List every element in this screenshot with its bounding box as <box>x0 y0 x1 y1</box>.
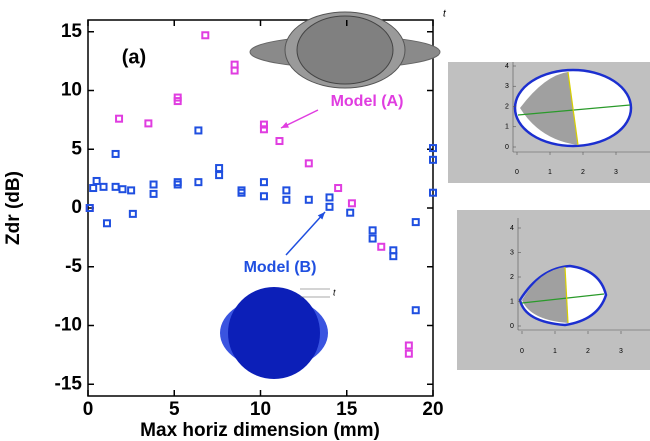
data-point <box>237 188 246 197</box>
data-point <box>259 125 268 134</box>
data-point <box>304 195 313 204</box>
data-point <box>334 184 343 193</box>
data-point <box>149 189 158 198</box>
data-point <box>149 180 158 189</box>
data-point <box>411 218 420 227</box>
y-tick-label: -15 <box>55 373 83 394</box>
thickness-label: t <box>443 9 447 20</box>
y-tick-label: 2 <box>505 103 509 110</box>
data-point <box>173 97 182 106</box>
data-point <box>429 155 437 164</box>
data-point <box>346 208 355 217</box>
x-tick-label: 1 <box>548 169 552 176</box>
y-tick-label: -10 <box>55 315 82 336</box>
data-point <box>111 182 120 191</box>
data-point <box>377 242 386 251</box>
data-point <box>128 209 137 218</box>
data-point <box>304 159 313 168</box>
y-tick-label: 0 <box>510 323 514 330</box>
y-tick-label: 3 <box>505 83 509 90</box>
data-point <box>194 126 203 135</box>
y-tick-label: 0 <box>71 197 82 218</box>
y-tick-label: 3 <box>510 249 514 256</box>
data-point <box>99 182 108 191</box>
y-tick-label: 4 <box>510 225 514 232</box>
x-tick-label: 10 <box>250 399 271 420</box>
shape-a-illustration <box>249 11 441 89</box>
data-point <box>368 226 377 235</box>
x-axis-label: Max horiz dimension (mm) <box>140 420 380 441</box>
x-tick-label: 3 <box>614 169 618 176</box>
data-point <box>259 120 268 129</box>
data-point <box>102 219 111 228</box>
legend-label: Model (A) <box>331 93 404 110</box>
x-tick-label: 15 <box>336 399 358 420</box>
arrow-head <box>317 212 325 220</box>
data-point <box>347 199 356 208</box>
y-tick-label: 1 <box>510 298 514 305</box>
x-tick-label: 2 <box>586 348 590 355</box>
data-point <box>404 341 413 350</box>
data-point <box>89 184 98 193</box>
inset-bottom <box>457 210 650 370</box>
data-point <box>429 144 437 153</box>
data-point <box>118 185 127 194</box>
y-tick-label: -5 <box>65 256 82 277</box>
data-point <box>230 66 239 75</box>
data-point <box>325 193 334 202</box>
y-tick-label: 4 <box>505 63 509 70</box>
inset-top <box>448 62 650 183</box>
data-point <box>173 180 182 189</box>
y-tick-label: 15 <box>61 21 83 42</box>
x-tick-label: 5 <box>169 399 180 420</box>
y-tick-label: 10 <box>61 80 82 101</box>
data-point <box>201 31 210 40</box>
x-tick-label: 0 <box>83 399 94 420</box>
thickness-label: t <box>333 287 336 297</box>
y-tick-label: 2 <box>510 274 514 281</box>
legend-label: Model (B) <box>244 259 317 276</box>
shape-b-illustration <box>220 287 330 379</box>
data-point <box>92 176 101 185</box>
x-tick-label: 2 <box>581 169 585 176</box>
x-tick-label: 0 <box>520 348 524 355</box>
data-point <box>85 204 94 212</box>
data-point <box>215 171 224 180</box>
data-point <box>127 186 136 195</box>
data-point <box>259 192 268 201</box>
data-point <box>275 137 284 146</box>
data-point <box>389 252 398 261</box>
arrow-head <box>281 121 289 128</box>
x-tick-label: 20 <box>422 399 443 420</box>
y-tick-label: 0 <box>505 144 509 151</box>
y-tick-label: 5 <box>71 138 82 159</box>
annotation-arrow <box>285 211 326 256</box>
data-point <box>429 188 437 197</box>
y-axis-label: Zdr (dB) <box>3 171 24 245</box>
data-point <box>411 306 420 315</box>
data-point <box>404 349 413 358</box>
panel-label: (a) <box>122 46 146 68</box>
x-tick-label: 3 <box>619 348 623 355</box>
data-point <box>194 178 203 187</box>
data-point <box>368 234 377 243</box>
y-tick-label: 1 <box>505 124 509 131</box>
x-tick-label: 0 <box>515 169 519 176</box>
data-point <box>111 149 120 158</box>
data-point <box>325 202 334 211</box>
data-point <box>215 164 224 173</box>
data-point <box>115 114 124 123</box>
data-point <box>144 119 153 128</box>
x-tick-label: 1 <box>553 348 557 355</box>
data-point <box>282 195 291 204</box>
data-point <box>259 178 268 187</box>
data-point <box>282 186 291 195</box>
